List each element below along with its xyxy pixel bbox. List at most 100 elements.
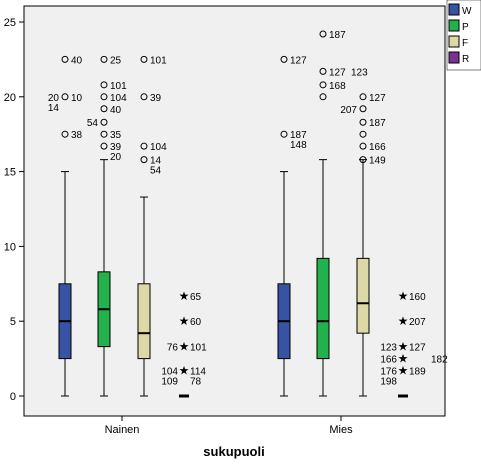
outlier-label: 78 — [190, 377, 202, 388]
outlier-label: 149 — [369, 156, 386, 167]
legend-label: W — [462, 6, 472, 17]
box-mies-f — [356, 159, 370, 397]
box-mies-w — [277, 171, 291, 397]
outlier-label: 104 — [161, 367, 178, 378]
y-tick-label: 5 — [10, 316, 16, 328]
outlier-circle — [100, 93, 108, 101]
plot-area — [23, 5, 446, 417]
outlier-label: 109 — [161, 377, 178, 388]
box-body — [137, 283, 151, 360]
outlier-circle — [280, 55, 288, 63]
outlier-label: 101 — [110, 81, 127, 92]
outlier-label: 60 — [190, 317, 202, 328]
outlier-label: 198 — [380, 377, 397, 388]
outlier-label: 160 — [409, 292, 426, 303]
x-axis-title: sukupuoli — [203, 444, 264, 459]
outlier-label: 207 — [409, 317, 426, 328]
outlier-circle — [359, 142, 367, 150]
x-axis: Nainen Mies — [105, 416, 353, 436]
outlier-circle — [140, 93, 148, 101]
outlier-circle — [319, 67, 327, 75]
outlier-label: 166 — [369, 142, 386, 153]
outlier-star: ★ — [398, 340, 409, 354]
outlier-circle — [319, 81, 327, 89]
legend-label: F — [462, 38, 468, 49]
legend-swatch — [448, 51, 460, 64]
outlier-circle — [319, 30, 327, 38]
outlier-label: 38 — [71, 130, 83, 141]
outlier-label: 182 — [431, 355, 448, 366]
outlier-label: 148 — [290, 140, 307, 151]
outlier-label: 25 — [110, 55, 122, 66]
outlier-circle — [100, 130, 108, 138]
outlier-label: 166 — [380, 355, 397, 366]
box-nainen-w — [58, 171, 72, 397]
outlier-star: ★ — [398, 364, 409, 378]
outlier-label: 101 — [190, 343, 207, 354]
outlier-label: 189 — [409, 367, 426, 378]
outlier-circle — [359, 118, 367, 126]
outlier-star: ★ — [179, 314, 190, 328]
outlier-circle — [61, 93, 69, 101]
box-mies-p — [316, 159, 330, 397]
outlier-label: 40 — [110, 105, 122, 116]
y-tick-label: 0 — [10, 391, 16, 403]
outlier-circle — [359, 93, 367, 101]
legend-swatch — [448, 35, 460, 48]
outlier-label: 14 — [150, 156, 162, 167]
outlier-label: 187 — [369, 118, 386, 129]
outliers-mies-f: 127 207 187 166 149 — [340, 93, 386, 167]
outlier-label: 54 — [87, 118, 99, 129]
outlier-label: 127 — [369, 93, 386, 104]
outlier-label: 127 — [409, 343, 426, 354]
outlier-label: 101 — [150, 55, 167, 66]
outlier-label: 127 — [290, 55, 307, 66]
box-nainen-p — [97, 159, 111, 397]
outlier-star: ★ — [179, 340, 190, 354]
outlier-circle — [359, 156, 367, 164]
legend-swatch — [448, 19, 460, 32]
outlier-label: 54 — [150, 166, 162, 177]
outlier-label: 39 — [110, 142, 122, 153]
box-body — [356, 257, 370, 334]
box-nainen-f — [137, 196, 151, 397]
legend-label: R — [462, 54, 469, 65]
boxes-layer — [58, 159, 408, 398]
outlier-label: 168 — [329, 81, 346, 92]
y-tick-label: 15 — [4, 167, 16, 179]
outlier-label: 207 — [340, 105, 357, 116]
outlier-star: ★ — [398, 352, 409, 366]
outlier-star: ★ — [398, 314, 409, 328]
outlier-label: 127 — [329, 67, 346, 78]
box-body — [316, 257, 330, 360]
outlier-label: 14 — [48, 103, 60, 114]
outlier-circle — [100, 118, 108, 126]
outlier-label: 187 — [329, 30, 346, 41]
outlier-label: 10 — [71, 93, 83, 104]
outlier-circle — [100, 55, 108, 63]
outlier-label: 187 — [290, 130, 307, 141]
outlier-circle — [319, 93, 327, 101]
x-category-label: Nainen — [105, 424, 140, 436]
outliers-mies-p: 187 127 123 168 — [319, 30, 368, 101]
outlier-circle — [140, 156, 148, 164]
outlier-circle — [61, 130, 69, 138]
outlier-label: 123 — [351, 67, 368, 78]
outlier-star: ★ — [398, 289, 409, 303]
outlier-circle — [100, 142, 108, 150]
outlier-star: ★ — [179, 364, 190, 378]
outlier-label: 39 — [150, 93, 162, 104]
legend-swatch — [448, 3, 460, 16]
outlier-label: 20 — [48, 93, 60, 104]
y-tick-label: 20 — [4, 92, 16, 104]
outlier-label: 40 — [71, 55, 83, 66]
outlier-circle — [359, 105, 367, 113]
outlier-label: 176 — [380, 367, 397, 378]
outliers-nainen-w: 40 20 10 14 38 — [48, 55, 83, 141]
outlier-circle — [61, 55, 69, 63]
outlier-label: 35 — [110, 130, 122, 141]
outlier-label: 104 — [110, 93, 127, 104]
